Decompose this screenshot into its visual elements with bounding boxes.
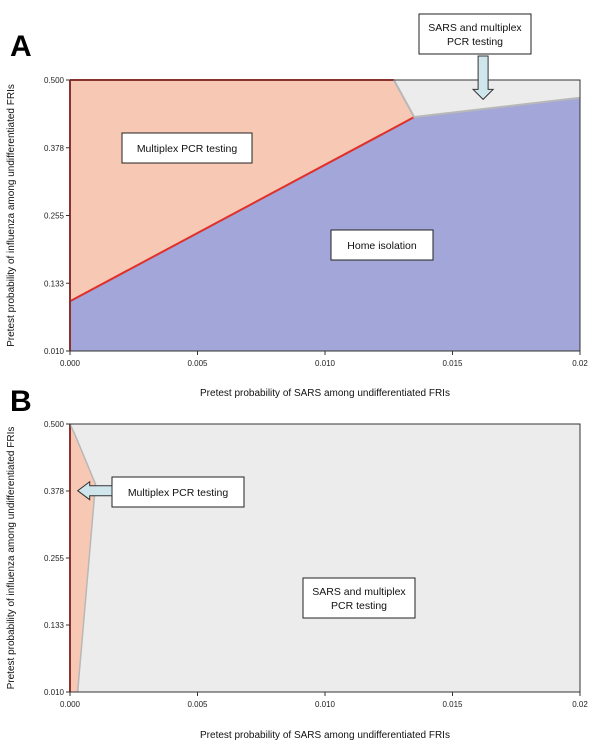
panel-a-region-label-text: PCR testing [447, 36, 503, 48]
panel-b-region-label-text: SARS and multiplex [312, 586, 406, 598]
panel-b-x-axis-title: Pretest probability of SARS among undiff… [200, 730, 450, 741]
panel-b-x-tick-label: 0.015 [442, 700, 463, 709]
panel-a-y-tick-label: 0.255 [44, 212, 65, 221]
panel-b-region-label-text: PCR testing [331, 600, 387, 612]
panel-a-y-tick-label: 0.500 [44, 76, 65, 85]
panel-b-x-tick-label: 0.000 [60, 700, 81, 709]
panel-b-x-tick-label: 0.02 [572, 700, 588, 709]
panel-b-x-ticks: 0.000 0.005 0.010 0.015 0.02 [60, 692, 588, 709]
panel-a-label-box [121, 132, 253, 164]
panel-b-region-label-text: Multiplex PCR testing [128, 487, 229, 499]
panel-a-regions [70, 80, 580, 351]
panel-a-letter: A [10, 30, 32, 63]
panel-b-y-tick-label: 0.133 [44, 621, 65, 630]
panel-a-x-axis-title: Pretest probability of SARS among undiff… [200, 388, 450, 399]
panel-a-label-box [330, 229, 434, 261]
panel-a-boundary-sars [392, 79, 581, 119]
panel-b-annotation-arrow [76, 480, 113, 501]
panel-a-boundary-multiplex-home [69, 116, 415, 303]
panel-a-x-ticks: 0.000 0.005 0.010 0.015 0.02 [60, 351, 588, 368]
panel-b-boundary-sars [69, 423, 97, 693]
panel-a-y-tick-label: 0.378 [44, 144, 65, 153]
panel-b-region-labels: Multiplex PCR testing SARS and multiplex P… [76, 476, 416, 619]
panel-b-y-axis-title: Pretest probability of influenza among u… [6, 427, 17, 690]
panel-a-region-home-isolation [70, 97, 580, 351]
panel-a-region-labels: Multiplex PCR testing Home isolation SARS … [121, 13, 532, 261]
panel-a-annotation-arrow [471, 55, 495, 101]
panel-b-letter: B [10, 385, 32, 418]
panel-a-annotation-box [418, 13, 532, 55]
panel-b-y-tick-label: 0.010 [44, 688, 65, 697]
panel-a-y-ticks: 0.010 0.133 0.255 0.378 0.500 [44, 76, 70, 356]
panel-a-x-tick-label: 0.000 [60, 359, 81, 368]
panel-a-y-tick-label: 0.133 [44, 279, 65, 288]
panel-b-x-tick-label: 0.010 [315, 700, 336, 709]
panel-a-x-tick-label: 0.005 [187, 359, 208, 368]
panel-a-region-label-text: Home isolation [347, 240, 417, 252]
panel-a-region-label-text: Multiplex PCR testing [137, 143, 238, 155]
panel-a-region-sars-and-multiplex-pcr-testing [393, 80, 580, 118]
panel-a-x-tick-label: 0.015 [442, 359, 463, 368]
panel-b-annotation-box [111, 476, 245, 508]
panel-b-label-box [302, 577, 416, 619]
panel-a-y-tick-label: 0.010 [44, 347, 65, 356]
panel-b-y-tick-label: 0.378 [44, 487, 65, 496]
panel-a-x-tick-label: 0.010 [315, 359, 336, 368]
panel-b-y-ticks: 0.010 0.133 0.255 0.378 0.500 [44, 420, 70, 697]
panel-a-region-label-text: SARS and multiplex [428, 22, 522, 34]
panel-b-y-tick-label: 0.500 [44, 420, 65, 429]
panel-b-regions [70, 424, 580, 692]
panel-a-x-tick-label: 0.02 [572, 359, 588, 368]
panel-a-y-axis-title: Pretest probability of influenza among u… [6, 84, 17, 347]
panel-b-x-tick-label: 0.005 [187, 700, 208, 709]
panel-b-y-tick-label: 0.255 [44, 554, 65, 563]
panel-b-region-sars-and-multiplex-pcr-testing [70, 424, 580, 692]
